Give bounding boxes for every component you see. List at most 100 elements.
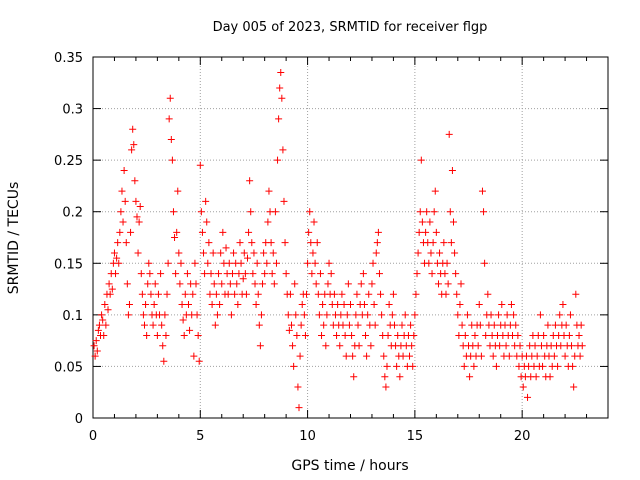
data-point [154,290,162,298]
data-point [228,270,236,278]
data-point [236,239,244,247]
data-point [575,331,583,339]
data-point [440,239,448,247]
x-tick-label: 0 [89,429,97,444]
data-point [431,187,439,195]
data-point [123,280,131,288]
data-point [251,280,259,288]
data-point [290,362,298,370]
data-point [576,352,584,360]
data-point [274,156,282,164]
data-point [531,342,539,350]
data-point [279,146,287,154]
data-point [539,362,547,370]
y-tick-label: 0.35 [54,51,83,66]
data-point [367,342,375,350]
data-point [212,290,220,298]
data-point [363,352,371,360]
data-point [559,301,567,309]
data-point [447,239,455,247]
data-point [231,290,239,298]
data-point [261,270,269,278]
data-point [408,342,416,350]
data-point [481,259,489,267]
data-point [219,228,227,236]
data-points [90,68,586,412]
data-point [313,239,321,247]
data-point [428,270,436,278]
data-point [454,311,462,319]
x-tick-label: 10 [299,429,316,444]
data-point [263,259,271,267]
data-point [457,280,465,288]
data-point [384,331,392,339]
data-point [102,321,110,329]
data-point [120,166,128,174]
data-point [562,321,570,329]
data-point [453,290,461,298]
data-point [434,280,442,288]
data-point [291,280,299,288]
data-point [128,146,136,154]
data-point [310,218,318,226]
data-point [179,316,187,324]
data-point [482,331,490,339]
data-point [322,342,330,350]
data-point [516,342,524,350]
data-point [569,362,577,370]
data-point [357,280,365,288]
data-point [540,331,548,339]
data-point [347,301,354,309]
data-point [160,357,168,365]
data-point [308,270,316,278]
data-point [295,404,303,412]
data-point [100,331,108,339]
data-point [369,259,377,267]
data-point [171,234,179,241]
data-point [381,373,389,381]
data-point [568,342,576,350]
data-point [354,321,362,329]
data-point [374,228,382,236]
data-point [255,321,263,329]
data-point [544,321,552,329]
data-point [318,331,326,339]
data-point [423,208,431,216]
data-point [375,270,383,278]
data-point [138,290,146,298]
data-point [505,352,513,360]
data-point [296,352,304,360]
data-point [411,311,419,319]
data-point [350,373,358,381]
data-point [452,270,460,278]
data-point [303,290,311,298]
data-point [245,228,253,236]
data-point [551,321,559,329]
data-point [133,213,141,221]
data-point [398,321,406,329]
data-point [159,342,167,350]
data-point [323,311,331,319]
data-point [390,321,398,329]
data-point [92,337,100,345]
chart-title: Day 005 of 2023, SRMTID for receiver flg… [213,20,488,35]
data-point [480,208,488,216]
data-point [377,290,385,298]
data-point [557,342,565,350]
data-point [349,352,357,360]
data-point [338,290,346,298]
data-point [446,208,454,216]
data-point [192,280,200,288]
data-point [566,311,574,319]
data-point [230,249,238,257]
data-point [250,249,258,257]
data-point [498,301,506,309]
data-point [305,228,313,236]
data-point [249,270,257,278]
data-point [227,311,235,319]
data-point [413,270,421,278]
data-point [565,331,573,339]
data-point [247,208,255,216]
y-tick-label: 0.2 [62,206,83,221]
